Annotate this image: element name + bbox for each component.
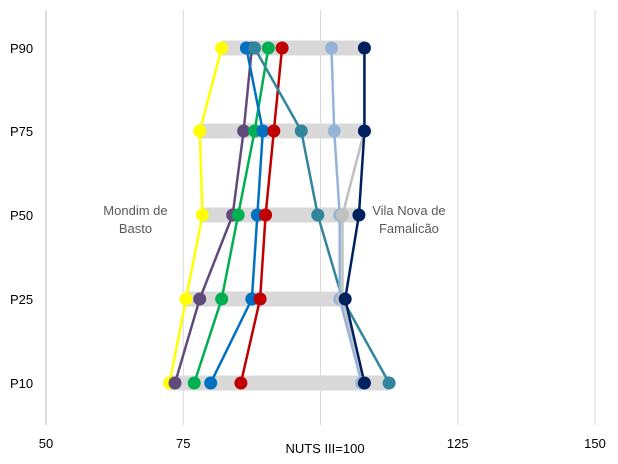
point-series-3-p10 xyxy=(187,376,201,390)
point-series-9-p90 xyxy=(357,41,371,55)
y-tick-label-p10: P10 xyxy=(10,376,33,391)
y-tick-label-p25: P25 xyxy=(10,292,33,307)
point-series-6-p50 xyxy=(311,208,325,222)
annotation-2-line-1: Vila Nova de xyxy=(372,203,445,218)
annotations: Mondim de Basto Vila Nova de Famalicão xyxy=(103,203,445,236)
y-tick-label-p50: P50 xyxy=(10,208,33,223)
point-series-5-p25 xyxy=(253,292,267,306)
annotation-2-line-2: Famalicão xyxy=(379,221,439,236)
x-tick-label-75: 75 xyxy=(176,436,190,451)
point-series-5-p10 xyxy=(234,376,248,390)
point-series-2-p25 xyxy=(193,292,207,306)
point-series-7-p90 xyxy=(324,41,338,55)
point-series-5-p50 xyxy=(259,208,273,222)
point-series-6-p75 xyxy=(294,124,308,138)
point-series-4-p75 xyxy=(256,124,270,138)
tick-labels: P10 P25 P50 P75 P90 50 75 125 150 xyxy=(10,41,606,451)
x-axis-title: NUTS III=100 xyxy=(285,441,364,456)
point-series-7-p75 xyxy=(327,124,341,138)
x-tick-label-150: 150 xyxy=(584,436,606,451)
point-series-1-p75 xyxy=(193,124,207,138)
point-series-3-p25 xyxy=(215,292,229,306)
point-series-1-p50 xyxy=(195,208,209,222)
point-series-5-p75 xyxy=(267,124,281,138)
point-series-1-p25 xyxy=(179,292,193,306)
point-series-6-p10 xyxy=(382,376,396,390)
x-tick-label-50: 50 xyxy=(39,436,53,451)
point-series-3-p50 xyxy=(231,208,245,222)
point-series-2-p75 xyxy=(237,124,251,138)
y-tick-label-p90: P90 xyxy=(10,41,33,56)
point-series-2-p10 xyxy=(168,376,182,390)
point-series-9-p50 xyxy=(352,208,366,222)
point-series-9-p10 xyxy=(357,376,371,390)
point-series-4-p10 xyxy=(204,376,218,390)
annotation-1-line-2: Basto xyxy=(119,221,152,236)
point-series-9-p25 xyxy=(338,292,352,306)
point-series-5-p90 xyxy=(275,41,289,55)
annotation-1-line-1: Mondim de xyxy=(103,203,167,218)
point-series-1-p90 xyxy=(215,41,229,55)
x-tick-label-125: 125 xyxy=(447,436,469,451)
data-points xyxy=(163,41,396,390)
y-tick-label-p75: P75 xyxy=(10,124,33,139)
point-series-3-p90 xyxy=(261,41,275,55)
point-series-6-p90 xyxy=(248,41,262,55)
point-series-9-p75 xyxy=(357,124,371,138)
point-series-8-p50 xyxy=(335,208,349,222)
